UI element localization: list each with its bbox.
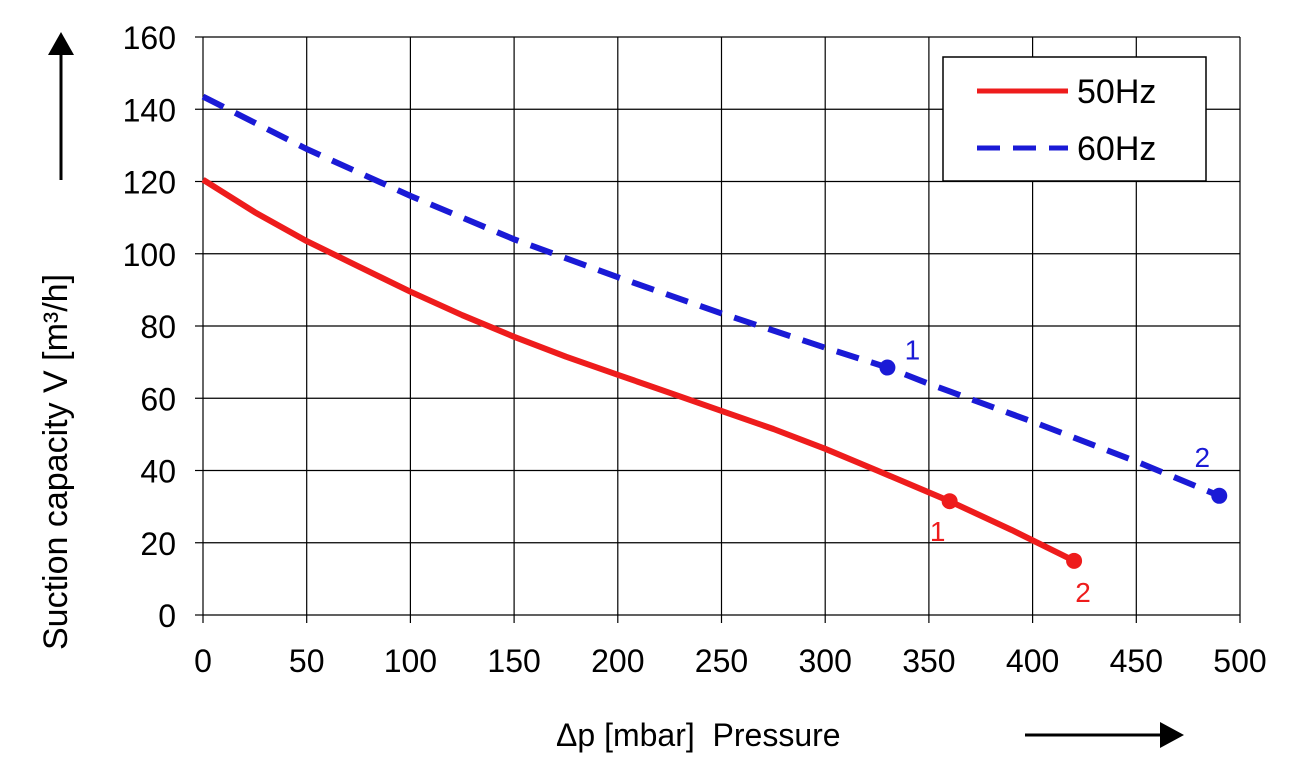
series-line-50hz (201, 177, 1076, 564)
y-tick-label: 120 (123, 165, 176, 201)
x-tick-label: 350 (902, 643, 955, 679)
legend-box (942, 56, 1207, 182)
x-tick-label: 300 (799, 643, 852, 679)
x-tick-label: 100 (384, 643, 437, 679)
marker-label-50hz-1: 1 (930, 516, 946, 547)
marker-60hz-1 (879, 359, 896, 376)
y-tick-label: 0 (158, 598, 176, 634)
y-tick-label: 20 (140, 526, 176, 562)
legend-label-50hz: 50Hz (1077, 73, 1156, 111)
series-line-60hz (201, 93, 1221, 499)
x-axis-arrowhead (1160, 722, 1184, 748)
y-axis-label: Suction capacity V [m³/h] (37, 274, 75, 650)
y-tick-label: 80 (140, 309, 176, 345)
y-tick-label: 40 (140, 454, 176, 490)
x-tick-label: 250 (695, 643, 748, 679)
grid (195, 36, 1241, 623)
series-lines (201, 93, 1221, 564)
marker-50hz-1 (941, 493, 958, 510)
x-tick-label: 400 (1006, 643, 1059, 679)
x-tick-label: 200 (591, 643, 644, 679)
tick-labels: 0 50 100 150 200 250 300 350 400 450 500 0 20 40 60 80 1… (123, 20, 1267, 679)
x-tick-label: 150 (487, 643, 540, 679)
marker-label-50hz-2: 2 (1075, 577, 1091, 608)
legend: 50Hz 60Hz (942, 56, 1207, 182)
x-tick-label: 50 (289, 643, 325, 679)
x-tick-label: 0 (194, 643, 212, 679)
y-tick-label: 140 (123, 92, 176, 128)
y-tick-label: 160 (123, 20, 176, 56)
marker-label-60hz-1: 1 (905, 335, 921, 366)
marker-60hz-2 (1211, 487, 1228, 504)
marker-label-60hz-2: 2 (1194, 442, 1210, 473)
y-tick-label: 60 (140, 381, 176, 417)
y-axis-arrowhead (48, 32, 74, 55)
x-tick-label: 500 (1213, 643, 1266, 679)
point-markers: 1 2 1 2 (879, 335, 1228, 608)
legend-label-60hz: 60Hz (1077, 130, 1156, 168)
x-tick-label: 450 (1110, 643, 1163, 679)
y-tick-label: 100 (123, 237, 176, 273)
marker-50hz-2 (1066, 552, 1083, 569)
x-axis-label: Δp [mbar] Pressure (556, 717, 841, 753)
